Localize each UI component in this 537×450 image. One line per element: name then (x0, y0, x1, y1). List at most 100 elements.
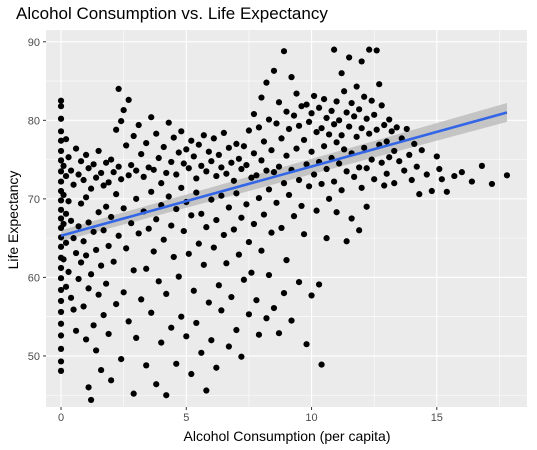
data-point (378, 159, 385, 166)
data-point (218, 164, 225, 171)
data-point (323, 165, 330, 173)
data-point (115, 85, 122, 93)
data-point (300, 136, 308, 144)
data-point (336, 160, 343, 167)
data-point (108, 377, 115, 384)
data-point (318, 125, 325, 132)
data-point (338, 187, 345, 194)
data-point (293, 90, 300, 97)
data-point (230, 226, 237, 233)
data-point (67, 294, 75, 301)
data-point (223, 260, 230, 267)
data-point (170, 134, 177, 141)
data-point (240, 276, 248, 283)
data-point (363, 203, 370, 210)
data-point (318, 180, 325, 188)
data-point (235, 251, 243, 258)
data-point (366, 46, 373, 53)
data-point (383, 170, 390, 177)
data-point (188, 370, 195, 378)
data-point (243, 161, 250, 169)
data-point (305, 118, 313, 125)
data-point (138, 150, 145, 158)
data-point (343, 238, 350, 245)
data-point (62, 283, 70, 290)
data-point (258, 157, 265, 164)
data-point (160, 143, 167, 151)
data-point (57, 297, 65, 305)
data-point (388, 128, 395, 135)
data-point (353, 133, 360, 140)
data-point (383, 138, 390, 145)
data-point (263, 79, 270, 86)
data-point (60, 220, 67, 228)
data-point (148, 188, 155, 195)
data-point (218, 307, 225, 314)
data-point (77, 259, 85, 266)
data-point (223, 170, 230, 177)
data-point (288, 317, 295, 324)
data-point (208, 196, 215, 203)
data-point (330, 46, 338, 53)
data-point (213, 172, 220, 180)
data-point (275, 330, 283, 337)
data-point (87, 396, 95, 404)
data-point (268, 229, 275, 236)
data-point (210, 135, 217, 142)
data-point (341, 88, 348, 95)
data-point (153, 130, 160, 137)
data-point (115, 163, 122, 170)
data-point (310, 92, 318, 100)
data-point (343, 109, 350, 116)
data-point (143, 140, 150, 147)
data-point (125, 172, 132, 179)
data-point (351, 173, 358, 180)
data-point (208, 337, 215, 344)
data-point (330, 121, 338, 128)
data-point (205, 148, 212, 155)
data-point (258, 247, 265, 254)
data-point (361, 144, 368, 151)
data-point (228, 159, 235, 166)
data-point (458, 169, 465, 176)
data-point (80, 176, 87, 184)
data-point (123, 142, 130, 149)
data-point (303, 161, 310, 168)
data-point (303, 101, 310, 108)
data-point (128, 161, 135, 169)
data-point (270, 169, 278, 176)
data-point (60, 162, 67, 169)
data-point (233, 326, 240, 334)
data-point (220, 231, 227, 239)
data-point (220, 129, 227, 136)
data-point (428, 187, 435, 195)
data-point (60, 256, 67, 263)
data-point (82, 336, 90, 343)
data-point (135, 230, 142, 237)
data-point (401, 167, 408, 174)
data-point (57, 332, 65, 339)
data-point (57, 128, 65, 135)
data-point (105, 242, 112, 250)
data-point (245, 311, 253, 318)
data-point (358, 184, 365, 191)
data-point (303, 341, 310, 348)
data-point (85, 219, 92, 226)
data-point (298, 202, 305, 210)
data-point (270, 304, 278, 312)
data-point (213, 216, 220, 224)
data-point (138, 296, 145, 303)
data-point (90, 161, 97, 168)
data-point (381, 121, 388, 129)
data-point (203, 168, 210, 175)
data-point (353, 83, 360, 90)
data-point (225, 144, 232, 151)
data-point (503, 172, 511, 179)
data-point (98, 169, 105, 177)
data-point (85, 384, 92, 391)
data-point (168, 158, 175, 166)
data-point (233, 140, 240, 147)
data-point (100, 227, 107, 234)
data-point (310, 171, 318, 178)
data-point (218, 192, 225, 199)
